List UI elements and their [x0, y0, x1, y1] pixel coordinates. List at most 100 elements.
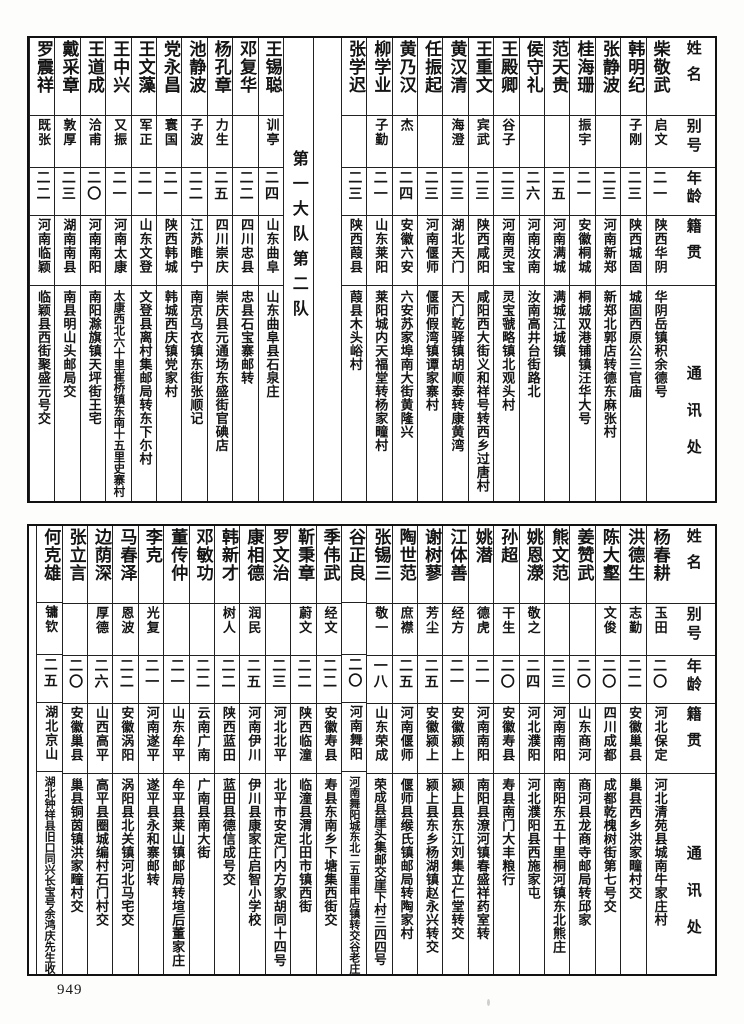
- entry-name-cell: 党永昌: [156, 38, 182, 116]
- roster-entry-column: 张立言 二〇 安徽巢县 巢县铜茵镇洪家疃村交: [61, 526, 88, 974]
- entry-age-cell: 二一: [646, 168, 671, 216]
- entry-address: 河北濮阳县西施家屯: [524, 778, 540, 900]
- entry-age-cell: 二一: [131, 168, 156, 216]
- entry-native-place-cell: 山东曲阜: [258, 216, 283, 286]
- entry-native-place-cell: 河南舞阳: [341, 703, 367, 773]
- entry-address-cell: 颍上县东江刘集立仁堂转交: [443, 774, 467, 974]
- entry-native-place: 河北濮阳: [524, 706, 540, 762]
- entry-age: 二三: [447, 170, 464, 202]
- entry-alias-cell: 玉田: [646, 604, 671, 656]
- entry-name: 池静波: [185, 40, 206, 94]
- entry-native-place: 河南偃师: [397, 706, 413, 762]
- entry-native-place: 安徽寿县: [499, 706, 515, 762]
- entry-native-place: 河南满城: [550, 218, 565, 274]
- entry-age-cell: 二二: [316, 656, 341, 704]
- entry-name: 张锡三: [370, 528, 391, 582]
- entry-age-cell: 二六: [519, 168, 545, 216]
- entry-alias: 树人: [219, 606, 235, 635]
- entry-address: 高平县圈城编村石门村交: [92, 778, 108, 927]
- entry-alias: 润民: [245, 606, 261, 635]
- entry-age-cell: 二一: [367, 168, 392, 216]
- roster-entry-column: 邓复华 二二 四川忠县 忠县石宝寨邮转: [232, 38, 258, 501]
- entry-age-cell: 二二: [182, 168, 207, 216]
- entry-age-cell: 二三: [443, 168, 468, 216]
- entry-name-cell: 张学迟: [341, 38, 367, 116]
- entry-alias: 训亭: [263, 118, 279, 147]
- header-native-place: 籍贯: [684, 218, 703, 270]
- header-age-cell: 年龄: [671, 168, 715, 216]
- entry-age-cell: 二三: [468, 168, 494, 216]
- entry-name-cell: 靳秉章: [291, 526, 316, 604]
- entry-name: 边荫深: [91, 528, 112, 582]
- roster-entry-column: 姚恩濴 敬之 二四 河北濮阳 河北濮阳县西施家屯: [518, 526, 545, 974]
- entry-age-cell: 二〇: [646, 656, 671, 704]
- entry-address-cell: 咸阳西大街义和祥号转西乡过唐村: [469, 286, 493, 501]
- entry-name: 戴采章: [58, 40, 79, 94]
- header-name: 姓名: [684, 528, 703, 580]
- entry-address-cell: 天门乾驿镇胡顺泰转康黄湾: [443, 286, 467, 501]
- entry-alias-cell: 敦厚: [55, 116, 80, 168]
- entry-native-place: 湖北京山: [42, 704, 58, 761]
- entry-age: 二〇: [498, 658, 515, 690]
- roster-entry-column: 杨春耕 玉田 二〇 河北保定 河北清苑县城南牛家庄村: [645, 526, 671, 974]
- entry-address: 山东曲阜县石泉庄: [263, 290, 279, 398]
- entry-native-place-cell: 安徽桐城: [570, 216, 595, 286]
- entry-address-cell: 崇庆县元通场东盛街官碘店: [208, 286, 232, 501]
- entry-native-place-cell: 湖南南县: [55, 216, 80, 286]
- entry-alias: 经文: [321, 606, 337, 635]
- entry-native-place-cell: 河南偃师: [418, 216, 443, 286]
- entry-age: 二二: [625, 658, 642, 690]
- roster-entry-column: 姜赞武 二〇 山东商河 商河县龙商寺邮局转邱家: [569, 526, 595, 974]
- entry-name-cell: 戴采章: [55, 38, 80, 116]
- entry-native-place: 云南广南: [194, 706, 210, 762]
- entry-native-place-cell: 河南南阳: [468, 704, 494, 774]
- entry-native-place: 陕西韩城: [161, 218, 177, 274]
- entry-native-place: 四川崇庆: [212, 218, 228, 274]
- entry-age-cell: 二一: [138, 656, 164, 704]
- entry-address: 城固西原公三官庙: [626, 290, 642, 398]
- header-native-place: 籍贯: [684, 706, 703, 758]
- entry-address: 荣成县崖头集邮交崖下村三四四号: [372, 778, 387, 966]
- entry-address-cell: 南阳县潦河镇春盛祥药室转: [469, 774, 493, 974]
- entry-address-cell: 巢县铜茵镇洪家疃村交: [63, 774, 87, 974]
- entry-native-place-cell: 四川忠县: [233, 216, 258, 286]
- entry-name: 王重文: [471, 40, 492, 94]
- entry-age: 二六: [524, 170, 541, 202]
- entry-name: 杨孔章: [210, 40, 231, 94]
- entry-address-cell: 新郑北郭店转德东麻张村: [596, 286, 620, 501]
- entry-age-cell: 二一: [156, 168, 182, 216]
- entry-address-cell: 桐城双港铺镇汪华大号: [570, 286, 594, 501]
- entry-name: 李克: [141, 528, 162, 564]
- entry-address-cell: 临潼县渭北田市镇西街: [291, 774, 315, 974]
- entry-age-cell: 二四: [392, 168, 418, 216]
- entry-alias: 敦厚: [60, 118, 76, 147]
- entry-age-cell: 二五: [207, 168, 233, 216]
- entry-address: 韩城西庆镇党家村: [161, 290, 177, 398]
- entry-address-cell: 城固西原公三官庙: [621, 286, 645, 501]
- entry-address: 崇庆县元通场东盛街官碘店: [212, 290, 228, 452]
- entry-alias-cell: 文俊: [595, 604, 621, 656]
- entry-name: 韩新才: [218, 528, 238, 582]
- entry-native-place: 河北保定: [651, 706, 667, 762]
- roster-table-bottom: 姓名 别号 年龄 籍贯 通讯处 杨春耕 玉田 二〇 河北保定 河北清苑县城南牛家庄村 洪德生 志勤 二二…: [27, 524, 717, 976]
- entry-age-cell: 二二: [113, 656, 138, 704]
- entry-alias: 寰国: [161, 118, 177, 147]
- entry-name: 江体善: [446, 528, 467, 582]
- entry-name: 邓复华: [236, 40, 257, 94]
- entry-age: 二一: [371, 170, 388, 202]
- entry-alias-cell: 庶襟: [392, 604, 418, 656]
- entry-alias: 恩波: [118, 606, 134, 635]
- entry-address-cell: 华阴岳镇积余德号: [647, 286, 671, 501]
- entry-alias: 敬之: [524, 606, 540, 635]
- entry-native-place-cell: 河北保定: [646, 704, 671, 774]
- entry-native-place: 陕西华阴: [651, 218, 667, 274]
- entry-address: 成都乾槐树街第七号交: [600, 778, 616, 913]
- entry-native-place: 山东文登: [136, 218, 152, 274]
- entry-native-place: 安徽颍上: [423, 706, 439, 762]
- entry-address: 偃师假湾镇谭家寨村: [423, 290, 439, 412]
- entry-age-cell: 二二: [291, 656, 316, 704]
- entry-address-cell: 汝南高井台街路北: [520, 286, 544, 501]
- entry-native-place: 河南南阳: [550, 706, 565, 762]
- entry-name: 罗文治: [268, 528, 289, 582]
- entry-alias-cell: 经文: [316, 604, 341, 656]
